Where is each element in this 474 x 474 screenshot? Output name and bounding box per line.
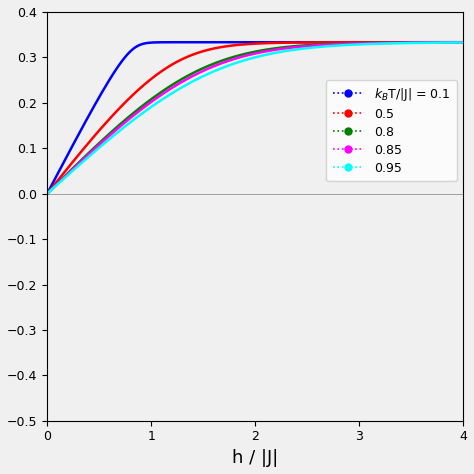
X-axis label: h / |J|: h / |J|: [232, 449, 278, 467]
Legend: $k_B$T/|J| = 0.1, 0.5, 0.8, 0.85, 0.95: $k_B$T/|J| = 0.1, 0.5, 0.8, 0.85, 0.95: [327, 80, 457, 181]
